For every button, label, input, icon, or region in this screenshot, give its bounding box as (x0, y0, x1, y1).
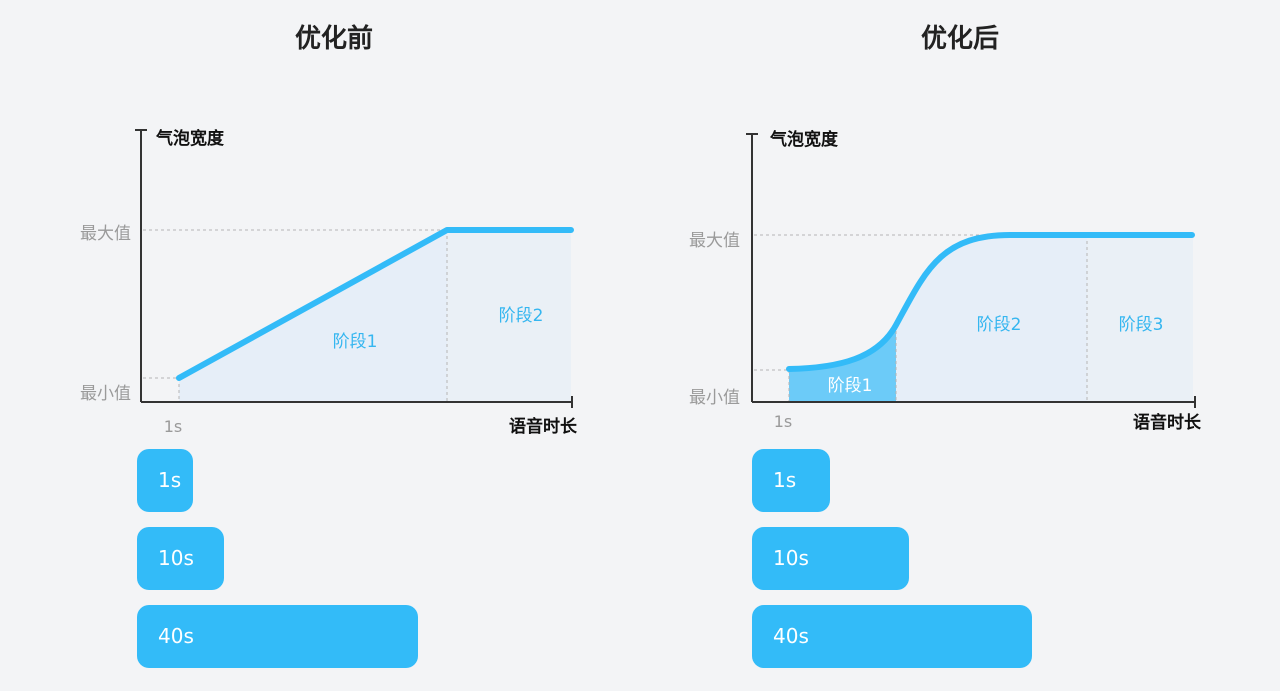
x-axis-label-after: 语音时长 (1133, 412, 1202, 433)
bubble-10s-after[interactable]: 10s (752, 527, 909, 590)
y-min-label-after: 最小值 (689, 388, 740, 408)
stage1-label-after: 阶段1 (828, 376, 873, 396)
chart-after: 气泡宽度 语音时长 最大值 最小值 1s 阶段1 阶段2 阶段3 (689, 129, 1202, 433)
y-axis-label-after: 气泡宽度 (769, 129, 839, 150)
y-max-label-before: 最大值 (80, 224, 131, 244)
stage3-area-after (1087, 235, 1193, 402)
bubble-10s-before[interactable]: 10s (137, 527, 224, 590)
stage1-label-before: 阶段1 (333, 332, 378, 352)
bubble-1s-before[interactable]: 1s (137, 449, 193, 512)
bubble-40s-after[interactable]: 40s (752, 605, 1032, 668)
width-curve-after (786, 232, 1195, 372)
width-curve-before (176, 227, 574, 381)
x-start-label-after: 1s (774, 412, 793, 431)
x-axis-label-before: 语音时长 (509, 416, 578, 437)
stage3-label-after: 阶段3 (1119, 315, 1164, 335)
stage2-label-before: 阶段2 (499, 306, 544, 326)
stage2-area-after (896, 235, 1087, 402)
bubble-1s-after[interactable]: 1s (752, 449, 830, 512)
stage1-area-before (179, 230, 447, 402)
bubble-40s-before[interactable]: 40s (137, 605, 418, 668)
chart-before: 气泡宽度 语音时长 最大值 最小值 1s 阶段1 阶段2 (80, 128, 578, 437)
y-axis-label-before: 气泡宽度 (155, 128, 225, 149)
y-min-label-before: 最小值 (80, 384, 131, 404)
panel-title-before: 优化前 (294, 24, 373, 54)
x-start-label-before: 1s (164, 417, 183, 436)
stage2-area-before (447, 230, 571, 402)
panel-title-after: 优化后 (920, 24, 999, 54)
y-max-label-after: 最大值 (689, 231, 740, 251)
stage2-label-after: 阶段2 (977, 315, 1022, 335)
